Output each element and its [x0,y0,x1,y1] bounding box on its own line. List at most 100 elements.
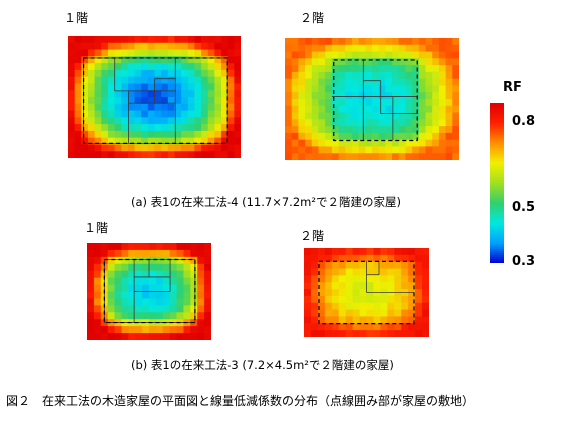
heatmap-cell [422,302,429,311]
heatmap-cell [204,243,211,251]
heatmap-cell [81,63,89,71]
heatmap-cell [285,51,293,59]
heatmap-cell [234,144,241,152]
heatmap-cell [394,316,402,324]
heatmap-cell [445,51,453,59]
heatmap-cell [114,284,123,293]
heatmap-cell [227,124,235,132]
heatmap-cell [373,295,381,304]
heatmap-cell [445,139,453,148]
heatmap-cell [221,36,229,44]
heatmap-cell [201,90,209,98]
heatmap-cell [345,105,353,114]
heatmap-cell [285,92,293,100]
heatmap-cell [190,263,198,272]
heatmap-cell [201,97,209,105]
heatmap-cell [425,92,433,100]
heatmap-cell [291,92,299,100]
heatmap-cell [291,58,299,66]
heatmap-cell [425,112,433,120]
heatmap-cell [398,51,407,59]
heatmap-cell [100,333,109,340]
heatmap-cell [401,302,409,311]
heatmap-cell [415,261,423,270]
heatmap-cell [190,270,198,279]
heatmap-cell [358,119,366,127]
heatmap-cell [422,268,429,276]
heatmap-cell [338,275,347,283]
heatmap-cell [135,298,143,306]
heatmap-cell [311,139,320,148]
heatmap-cell [201,151,209,158]
heatmap-cell [234,103,241,112]
heatmap-cell [291,51,299,59]
heatmap-cell [425,105,433,114]
colorbar-segment [490,107,504,110]
heatmap-cell [114,90,122,98]
heatmap-cell [387,295,395,304]
heatmap-cell [161,90,169,98]
heatmap-cell [167,124,176,132]
heatmap-cell [176,277,185,286]
heatmap-cell [161,63,169,71]
heatmap-cell [387,268,395,276]
heatmap-cell [207,56,215,64]
heatmap-cell [128,270,136,279]
heatmap-cell [311,38,320,46]
heatmap-cell [425,85,433,93]
heatmap-cell [81,36,89,44]
heatmap-cell [345,112,353,120]
heatmap-cell [190,284,198,293]
heatmap-cell [161,83,169,91]
heatmap-cell [162,333,171,340]
heatmap-cell [127,110,136,118]
heatmap-cell [167,90,176,98]
heatmap-cell [93,333,102,340]
heatmap-cell [380,248,388,256]
heatmap-cell [380,302,388,311]
colorbar-segment [490,205,504,208]
heatmap-cell [366,302,375,311]
heatmap-cell [438,71,447,80]
heatmap-cell [432,78,440,87]
heatmap-cell [432,126,440,134]
heatmap-cell [167,69,176,78]
heatmap-cell [432,139,440,148]
heatmap-cell [425,71,433,80]
heatmap-cell [338,309,347,318]
heatmap-cell [81,137,89,146]
heatmap-cell [452,78,459,87]
heatmap-cell [405,71,413,80]
heatmap-cell [227,130,235,139]
heatmap-cell [432,58,440,66]
heatmap-cell [452,153,459,160]
heatmap-cell [345,99,353,107]
heatmap-cell [304,302,312,311]
colorbar-segment [490,259,504,262]
heatmap-cell [345,282,354,290]
heatmap-cell [197,243,205,251]
heatmap-cell [405,65,413,73]
panel-a-caption: (a) 表1の在来工法-4 (11.7×7.2m²で２階建の家屋) [131,195,401,209]
heatmap-cell [358,85,366,93]
heatmap-cell [372,92,380,100]
heatmap-cell [387,309,395,318]
heatmap-cell [385,153,393,160]
heatmap-cell [121,333,129,340]
heatmap-cell [365,126,373,134]
heatmap-cell [452,105,459,114]
heatmap-cell [366,316,375,324]
heatmap-cell [154,117,162,125]
heatmap-cell [324,282,333,290]
heatmap-cell [298,105,306,114]
heatmap-cell [412,112,420,120]
heatmap-cell [162,298,171,306]
heatmap-cell [197,319,205,327]
heatmap-cell [147,103,156,112]
heatmap-cell [167,49,176,57]
heatmap-cell [127,36,136,44]
colorbar-segment [490,127,504,130]
heatmap-cell [197,312,205,320]
heatmap-cell [190,333,198,340]
heatmap-cell [372,51,380,59]
